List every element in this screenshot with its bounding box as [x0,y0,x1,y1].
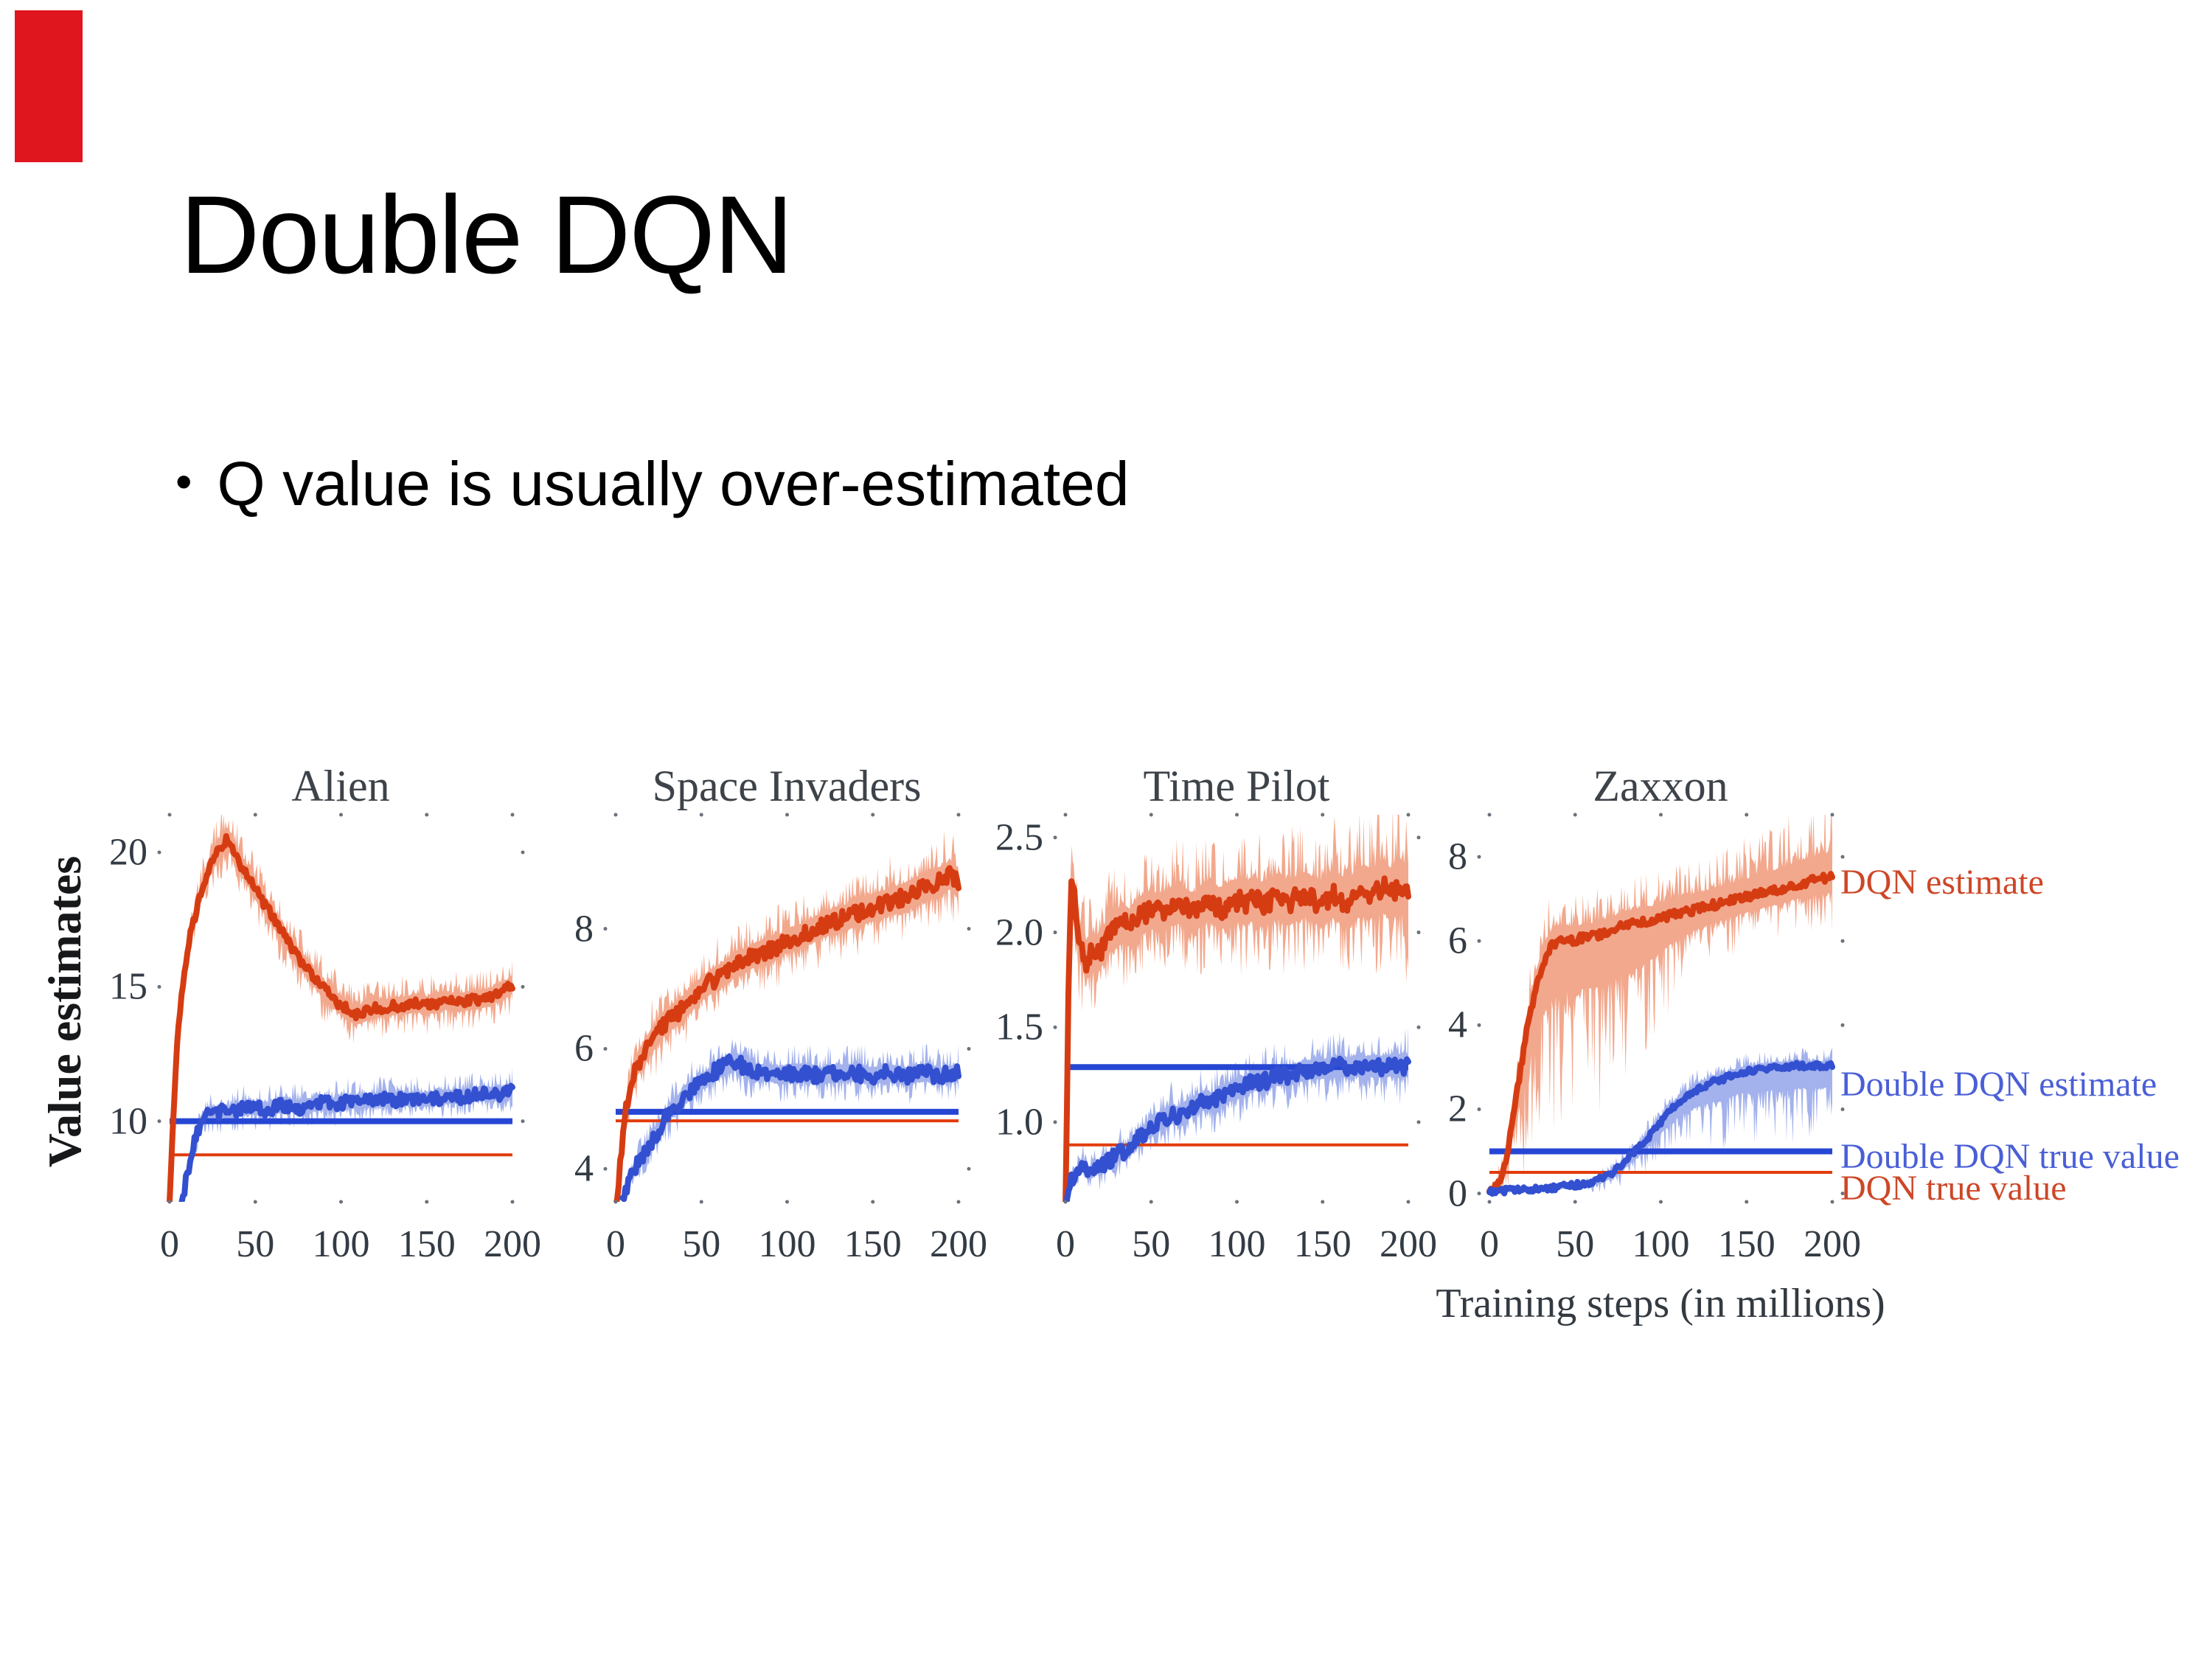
x-tick-label: 0 [1480,1223,1499,1265]
y-tick-label: 8 [574,908,594,950]
chart-title-time-pilot: Time Pilot [1143,762,1330,810]
y-tick-label: 1.5 [995,1006,1043,1048]
y-tick-label: 0 [1448,1172,1467,1215]
x-tick-label: 50 [1132,1223,1171,1265]
x-tick-label: 50 [1556,1223,1595,1265]
x-tick-label: 200 [1380,1223,1437,1265]
x-tick-label: 0 [160,1223,179,1265]
chart-title-space-invaders: Space Invaders [652,762,922,810]
y-tick-label: 4 [574,1147,594,1190]
chart-title-alien: Alien [291,762,390,810]
y-tick-label: 6 [574,1027,594,1070]
figure-x-axis-label: Training steps (in millions) [1436,1281,1885,1326]
bullet-marker-icon: • [175,455,192,508]
x-tick-label: 150 [1293,1223,1352,1265]
x-tick-label: 100 [312,1223,370,1265]
x-tick-label: 50 [682,1223,721,1265]
y-tick-label: 4 [1448,1004,1467,1046]
y-tick-label: 6 [1448,919,1467,962]
x-tick-label: 200 [1804,1223,1861,1265]
bullet-text: Q value is usually over-estimated [217,449,1130,518]
chart-title-zaxxon: Zaxxon [1593,762,1728,810]
y-tick-label: 8 [1448,835,1467,878]
x-tick-label: 150 [844,1223,902,1265]
y-tick-label: 20 [109,831,147,874]
y-tick-label: 15 [109,965,147,1008]
x-tick-label: 200 [484,1223,541,1265]
x-tick-label: 100 [758,1223,816,1265]
x-tick-label: 0 [1056,1223,1075,1265]
legend-double-dqn-true-value: Double DQN true value [1840,1137,2180,1176]
legend-double-dqn-estimate: Double DQN estimate [1840,1065,2157,1104]
y-tick-label: 10 [109,1100,147,1143]
y-tick-label: 2.5 [995,816,1043,859]
charts-plot-area [157,813,1845,1204]
accent-bar [15,10,83,162]
y-tick-label: 1.0 [995,1101,1043,1144]
page-title: Double DQN [180,173,793,296]
x-tick-label: 0 [606,1223,625,1265]
x-tick-label: 100 [1632,1223,1690,1265]
x-tick-label: 100 [1208,1223,1266,1265]
y-tick-label: 2 [1448,1088,1467,1130]
legend-dqn-estimate: DQN estimate [1840,863,2044,902]
y-tick-label: 2.0 [995,911,1043,954]
x-tick-label: 200 [930,1223,987,1265]
x-tick-label: 150 [397,1223,456,1265]
x-tick-label: 50 [236,1223,275,1265]
legend-dqn-true-value: DQN true value [1840,1169,2067,1208]
x-tick-label: 150 [1717,1223,1775,1265]
bullet-item: • Q value is usually over-estimated [175,451,1130,516]
